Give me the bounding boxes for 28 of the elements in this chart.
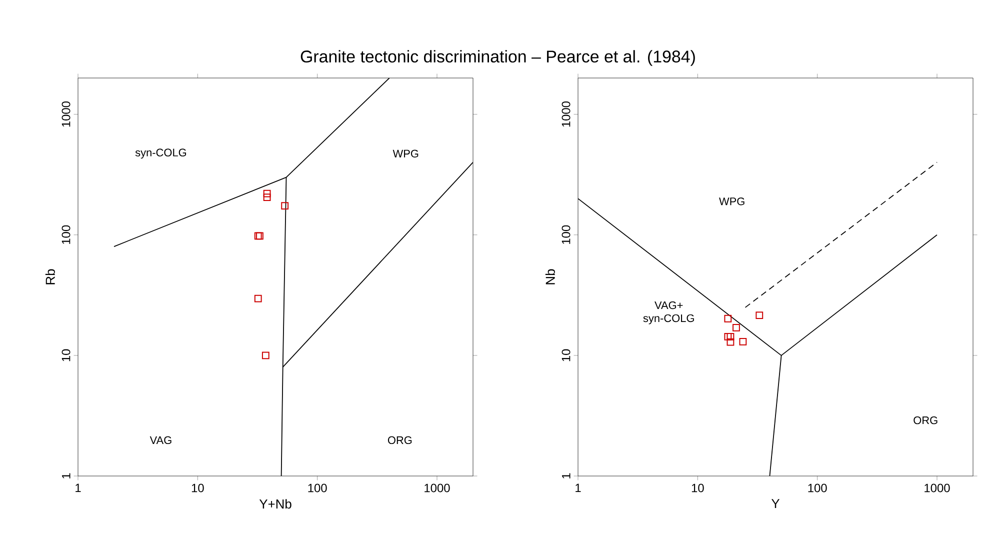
y-axis-title: Rb xyxy=(45,269,55,284)
x-tick-label: 10 xyxy=(192,484,204,492)
y-tick-label: 1000 xyxy=(562,101,570,127)
x-axis-title: Y+Nb xyxy=(259,499,292,509)
annotation: VAG+ syn-COLG xyxy=(643,301,694,324)
chart-title: Granite tectonic discrimination – Pearce et al. (1984) xyxy=(300,50,695,66)
y-tick-label: 1 xyxy=(62,473,70,478)
x-tick-label: 100 xyxy=(308,484,327,492)
x-tick-label: 10 xyxy=(692,484,704,492)
annotation: syn-COLG xyxy=(135,148,186,159)
y-tick-label: 100 xyxy=(562,225,570,244)
x-tick-label: 1000 xyxy=(424,484,450,492)
y-tick-label: 10 xyxy=(562,349,570,362)
x-tick-label: 1 xyxy=(576,484,581,492)
x-tick-label: 1000 xyxy=(924,484,950,492)
y-tick-label: 100 xyxy=(62,225,70,244)
x-tick-label: 1 xyxy=(76,484,81,492)
x-tick-label: 100 xyxy=(808,484,827,492)
annotation: WPG xyxy=(392,150,418,158)
annotation: ORG xyxy=(914,416,938,424)
annotation: ORG xyxy=(388,436,412,444)
annotation: VAG xyxy=(150,436,172,444)
y-tick-label: 1000 xyxy=(62,101,70,127)
annotation: WPG xyxy=(719,198,744,206)
y-tick-label: 10 xyxy=(62,349,70,362)
y-tick-label: 1 xyxy=(562,473,570,478)
x-axis-title: Y xyxy=(771,499,780,508)
y-axis-title: Nb xyxy=(545,269,555,284)
